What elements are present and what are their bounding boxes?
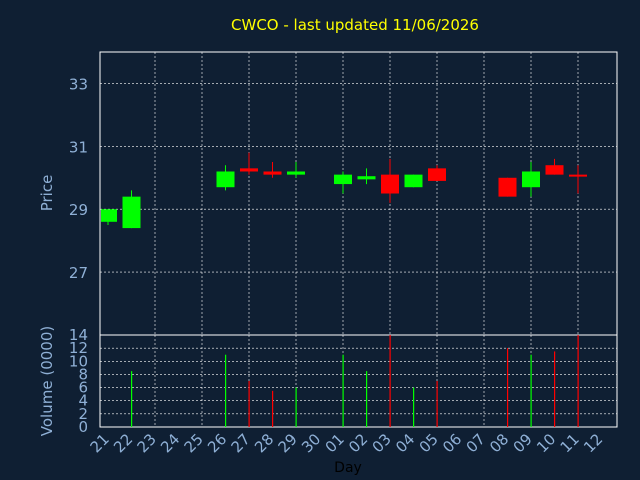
candle-body [263, 171, 282, 175]
volume-bar [436, 381, 438, 427]
x-tick-label: 07 [463, 430, 489, 456]
x-tick-label: 08 [486, 430, 512, 456]
x-tick-label: 09 [510, 430, 536, 456]
x-tick-label: 10 [533, 430, 559, 456]
volume-bars [131, 335, 579, 427]
candle-body [240, 168, 258, 172]
candle [381, 158, 399, 203]
candle [263, 162, 282, 178]
price-panel-frame [99, 51, 618, 336]
x-tick-label: 25 [181, 430, 207, 456]
x-tick-label: 28 [251, 430, 277, 456]
candle [357, 168, 376, 185]
volume-y-tick-label: 0 [78, 418, 88, 436]
candle-body [101, 209, 117, 222]
candle-body [381, 174, 399, 194]
candle-body [216, 171, 235, 188]
candle-body [569, 174, 587, 177]
candle [522, 162, 540, 197]
price-grid [100, 52, 617, 335]
x-tick-label: 27 [228, 430, 254, 456]
volume-y-tick-label: 10 [69, 352, 88, 370]
price-y-tick-label: 27 [69, 264, 88, 282]
volume-y-tick-label: 8 [78, 365, 88, 383]
x-tick-label: 06 [439, 430, 465, 456]
x-tick-label: 03 [369, 430, 395, 456]
candle [428, 165, 446, 181]
volume-y-axis-label: Volume (0000) [38, 326, 56, 436]
x-axis-label: Day [334, 460, 362, 476]
volume-bar [342, 354, 344, 427]
candle-body [498, 177, 517, 197]
candle [498, 177, 517, 197]
candle [216, 165, 235, 191]
candle [122, 190, 141, 229]
x-tick-label: 23 [134, 430, 160, 456]
x-tick-label: 29 [275, 430, 301, 456]
candle-body [428, 168, 446, 181]
volume-y-tick-label: 2 [78, 405, 88, 423]
x-tick-label: 05 [416, 430, 442, 456]
volume-bar [248, 381, 250, 427]
volume-bar [389, 335, 391, 427]
volume-bar [295, 387, 297, 427]
volume-bar [366, 371, 368, 427]
volume-bar [272, 390, 274, 427]
candle-body [122, 196, 141, 229]
volume-y-tick-label: 6 [78, 379, 88, 397]
volume-y-tick-label: 4 [78, 392, 88, 410]
volume-panel-frame [99, 334, 618, 428]
volume-bar [225, 354, 227, 427]
volume-y-tick-label: 14 [69, 326, 88, 344]
volume-bar [554, 351, 556, 427]
candlesticks [101, 152, 587, 229]
volume-bar [413, 387, 415, 427]
price-y-tick-label: 33 [69, 75, 88, 93]
candle [334, 171, 352, 194]
x-tick-label: 04 [392, 430, 418, 456]
x-tick-label: 11 [557, 430, 583, 456]
chart-title: CWCO - last updated 11/06/2026 [231, 16, 479, 34]
price-panel: 27 29 31 33 Price [38, 51, 618, 336]
x-tick-label: 01 [322, 430, 348, 456]
candle-body [357, 176, 376, 180]
volume-bar [577, 335, 579, 427]
price-y-tick-label: 31 [69, 138, 88, 156]
volume-bar [530, 354, 532, 427]
x-tick-labels: 2122232425262728293001020304050607080910… [87, 430, 607, 456]
volume-grid [100, 335, 617, 427]
price-y-tick-labels: 27 29 31 33 [69, 75, 88, 282]
price-y-tick-label: 29 [69, 201, 88, 219]
candle [287, 162, 305, 178]
x-tick-label: 12 [580, 430, 606, 456]
candle [569, 165, 587, 194]
x-tick-label: 26 [204, 430, 230, 456]
volume-bar [131, 371, 133, 427]
x-tick-label: 30 [298, 430, 324, 456]
x-tick-label: 24 [157, 430, 183, 456]
candle-body [404, 174, 423, 188]
x-tick-label: 22 [110, 430, 136, 456]
x-tick-label: 02 [345, 430, 371, 456]
candle [101, 209, 117, 225]
price-y-axis-label: Price [38, 175, 56, 212]
candle-body [334, 174, 352, 185]
candle-body [545, 165, 564, 175]
volume-bar [507, 348, 509, 427]
x-tick-label: 21 [87, 430, 113, 456]
volume-y-tick-label: 12 [69, 339, 88, 357]
candle [404, 174, 423, 188]
candle-body [522, 171, 540, 188]
candle [240, 152, 258, 175]
candle-body [287, 171, 305, 175]
candle [545, 158, 564, 175]
